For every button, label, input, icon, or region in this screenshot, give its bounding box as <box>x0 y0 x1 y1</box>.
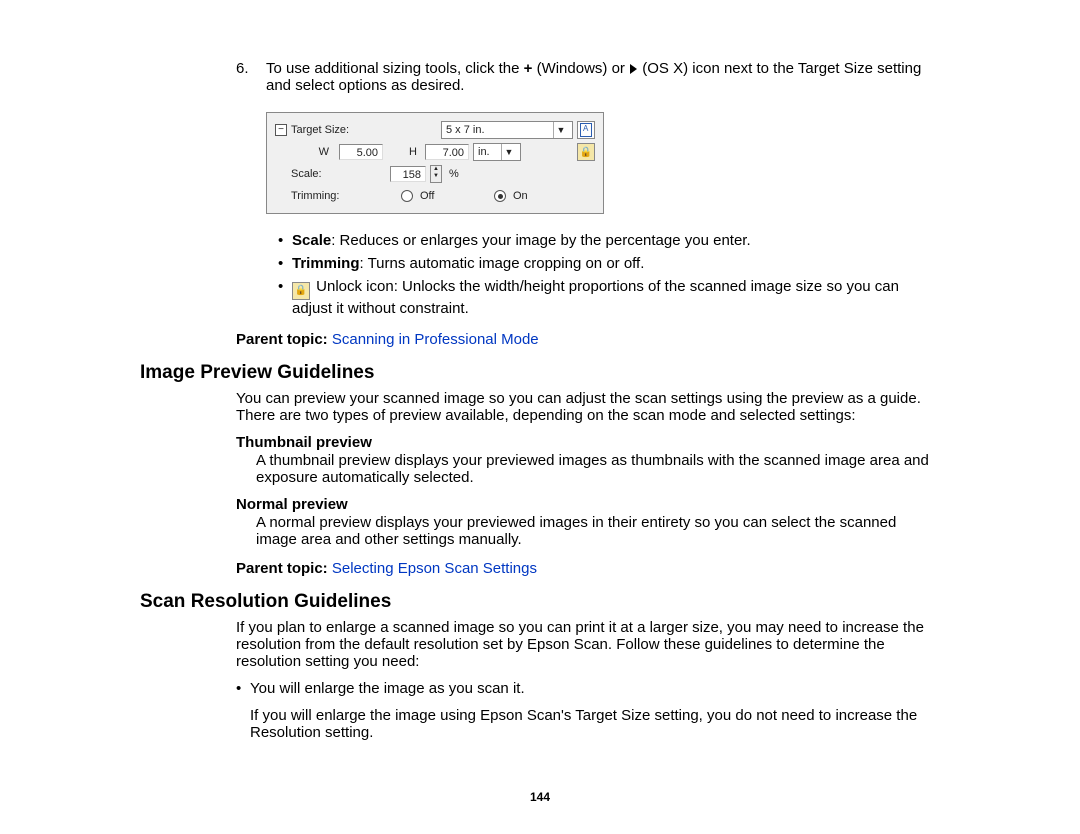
page-content: 6. To use additional sizing tools, click… <box>0 0 1080 741</box>
trimming-label: Trimming: <box>291 190 341 202</box>
width-label: W <box>275 146 335 158</box>
bullet-dot: • <box>278 278 292 317</box>
bullet-enlarge-text: You will enlarge the image as you scan i… <box>250 680 525 697</box>
target-size-panel-screenshot: − Target Size: 5 x 7 in. ▼ W 5.00 H 7.00 <box>266 112 604 214</box>
trimming-term: Trimming <box>292 255 360 272</box>
unit-value: in. <box>478 144 490 160</box>
scale-spinner[interactable]: ▲▼ <box>430 165 442 183</box>
parent-topic-1: Parent topic: Scanning in Professional M… <box>236 331 940 348</box>
trimming-off-label: Off <box>420 190 450 202</box>
parent-topic-link[interactable]: Scanning in Professional Mode <box>332 331 539 348</box>
height-label: H <box>387 146 421 158</box>
section1-intro: You can preview your scanned image so yo… <box>236 390 940 424</box>
heading-image-preview: Image Preview Guidelines <box>140 362 940 384</box>
step-text-pre: To use additional sizing tools, click th… <box>266 60 524 77</box>
parent-topic-label: Parent topic: <box>236 560 332 577</box>
section1-body: You can preview your scanned image so yo… <box>236 390 940 548</box>
bullet-scale: • Scale: Reduces or enlarges your image … <box>278 232 940 249</box>
normal-body: A normal preview displays your previewed… <box>256 514 940 548</box>
section2-body: If you plan to enlarge a scanned image s… <box>236 619 940 741</box>
target-size-dropdown[interactable]: 5 x 7 in. ▼ <box>441 121 573 139</box>
collapse-icon[interactable]: − <box>275 124 287 136</box>
scale-unit: % <box>446 168 461 180</box>
width-field[interactable]: 5.00 <box>339 144 383 160</box>
step-number: 6. <box>236 60 266 323</box>
orientation-icon[interactable] <box>577 121 595 139</box>
trimming-on-radio[interactable] <box>494 190 506 202</box>
target-size-value: 5 x 7 in. <box>446 122 485 138</box>
dropdown-arrow-icon: ▼ <box>501 144 516 160</box>
trimming-off-radio[interactable] <box>401 190 413 202</box>
bullet-enlarge: • You will enlarge the image as you scan… <box>236 680 940 697</box>
scale-field[interactable]: 158 <box>390 166 426 182</box>
unlock-text: Unlock icon: Unlocks the width/height pr… <box>292 278 899 317</box>
trimming-on-label: On <box>513 190 528 202</box>
height-field[interactable]: 7.00 <box>425 144 469 160</box>
step-6: 6. To use additional sizing tools, click… <box>236 60 940 323</box>
lock-icon[interactable]: 🔒 <box>577 143 595 161</box>
bullet-dot: • <box>236 680 250 697</box>
step-text-mid1: (Windows) or <box>532 60 629 77</box>
heading-scan-resolution: Scan Resolution Guidelines <box>140 591 940 613</box>
parent-topic-2: Parent topic: Selecting Epson Scan Setti… <box>236 560 940 577</box>
unit-dropdown[interactable]: in. ▼ <box>473 143 521 161</box>
bullet-trimming: • Trimming: Turns automatic image croppi… <box>278 255 940 272</box>
unlock-icon: 🔒 <box>292 282 310 300</box>
thumbnail-body: A thumbnail preview displays your previe… <box>256 452 940 486</box>
step-body: To use additional sizing tools, click th… <box>266 60 940 323</box>
bullet-dot: • <box>278 255 292 272</box>
section2-intro: If you plan to enlarge a scanned image s… <box>236 619 940 670</box>
play-triangle-icon <box>630 64 637 74</box>
page-number: 144 <box>0 790 1080 804</box>
scale-text: : Reduces or enlarges your image by the … <box>331 232 750 249</box>
trimming-text: : Turns automatic image cropping on or o… <box>360 255 645 272</box>
scale-term: Scale <box>292 232 331 249</box>
bullet-dot: • <box>278 232 292 249</box>
parent-topic-link[interactable]: Selecting Epson Scan Settings <box>332 560 537 577</box>
target-size-label: Target Size: <box>291 124 351 136</box>
bullet-unlock: • 🔒 Unlock icon: Unlocks the width/heigh… <box>278 278 940 317</box>
thumbnail-term: Thumbnail preview <box>236 434 940 451</box>
bullet-enlarge-body: If you will enlarge the image using Epso… <box>250 707 940 741</box>
parent-topic-label: Parent topic: <box>236 331 332 348</box>
normal-term: Normal preview <box>236 496 940 513</box>
dropdown-arrow-icon: ▼ <box>553 122 568 138</box>
scale-label: Scale: <box>291 168 337 180</box>
